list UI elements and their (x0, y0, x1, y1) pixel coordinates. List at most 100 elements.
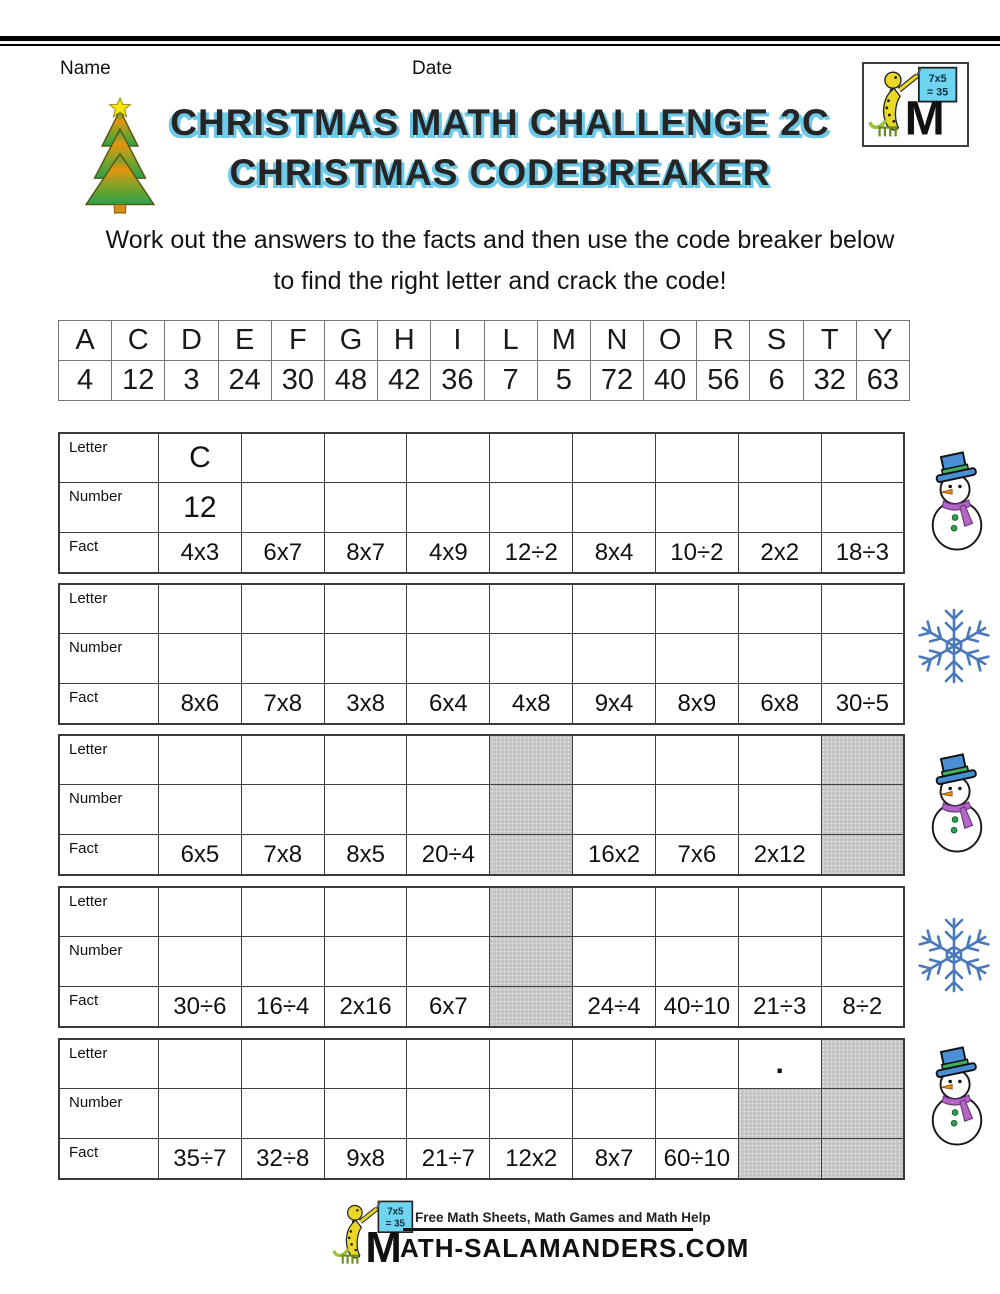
table-row: Letter (58, 886, 905, 937)
code-letter-cell: H (377, 320, 432, 361)
letter-cell (820, 734, 905, 785)
puzzle-table-5: Letter. Number Fact 35÷7 32÷8 9x8 21÷7 12x2 8x7 6… (58, 1038, 905, 1180)
letter-cell (654, 734, 739, 785)
letter-cell (240, 886, 325, 937)
number-cell (323, 633, 408, 684)
fact-cell (820, 1138, 905, 1180)
number-cell (240, 1088, 325, 1139)
code-letter-cell: G (323, 320, 379, 361)
fact-cell: 32÷8 (240, 1138, 325, 1180)
table-row: Fact 8x6 7x8 3x8 6x4 4x8 9x4 8x9 6x8 30÷5 (58, 683, 905, 725)
letter-cell (654, 886, 739, 937)
fact-cell: 8x4 (572, 532, 656, 574)
fact-cell (820, 834, 905, 876)
fact-cell: 4x3 (158, 532, 242, 574)
letter-cell (572, 1038, 656, 1089)
number-cell (489, 633, 574, 684)
fact-cell: 6x7 (240, 532, 325, 574)
letter-row-label: Letter (58, 432, 159, 483)
number-cell (406, 482, 491, 533)
table-row: Letter. (58, 1038, 905, 1089)
fact-cell: 8x5 (323, 834, 408, 876)
table-row: Fact 35÷7 32÷8 9x8 21÷7 12x2 8x7 60÷10 (58, 1138, 905, 1180)
letter-cell (572, 583, 656, 634)
number-cell (820, 784, 905, 835)
number-cell (323, 936, 408, 987)
letter-cell: C (158, 432, 242, 483)
letter-row-label: Letter (58, 734, 159, 785)
letter-cell (654, 432, 739, 483)
fact-cell: 8x6 (158, 683, 242, 725)
fact-cell: 18÷3 (820, 532, 905, 574)
code-breaker-table: A C D E F G H I L M N O R S T Y 4 12 3 24 30 48 42 36 7 5 72 40 56 6 3… (57, 320, 911, 401)
code-number-cell: 36 (430, 360, 485, 401)
number-cell (654, 936, 739, 987)
fact-cell: 7x6 (654, 834, 739, 876)
code-letter-cell: O (643, 320, 698, 361)
number-cell (737, 482, 822, 533)
letter-cell (158, 886, 242, 937)
letter-row-label: Letter (58, 583, 159, 634)
fact-row-label: Fact (58, 532, 159, 574)
snowman-icon (925, 450, 989, 552)
fact-cell: 6x4 (406, 683, 491, 725)
code-number-cell: 4 (57, 360, 113, 401)
code-number-cell: 5 (536, 360, 591, 401)
code-number-cell: 48 (323, 360, 379, 401)
table-row: Number (58, 936, 905, 987)
number-row-label: Number (58, 482, 159, 533)
code-letter-cell: S (749, 320, 804, 361)
name-label: Name (60, 58, 111, 79)
letter-row-label: Letter (58, 1038, 159, 1089)
letter-cell (820, 886, 905, 937)
letter-cell (489, 1038, 574, 1089)
number-cell (820, 1088, 905, 1139)
number-cell (323, 784, 408, 835)
letter-cell (489, 583, 574, 634)
date-label: Date (412, 58, 453, 79)
fact-cell: 2x2 (737, 532, 822, 574)
code-letter-cell: T (802, 320, 857, 361)
fact-cell: 12x2 (489, 1138, 574, 1180)
number-cell (654, 1088, 739, 1139)
number-cell (158, 936, 242, 987)
letter-cell (572, 432, 656, 483)
fact-cell: 60÷10 (654, 1138, 739, 1180)
number-cell (489, 784, 574, 835)
table-row: Number (58, 633, 905, 684)
puzzle-table-1: Letter C Number 12 Fact 4x3 6x7 8x7 4x9 12÷2 8x4 10… (58, 432, 905, 574)
fact-cell: 21÷7 (406, 1138, 491, 1180)
number-cell (654, 784, 739, 835)
footer-site-name: ATH-SALAMANDERS.COM (400, 1233, 750, 1263)
letter-cell (737, 734, 822, 785)
letter-cell (323, 886, 408, 937)
letter-cell (158, 583, 242, 634)
fact-cell: 6x8 (737, 683, 822, 725)
code-letter-cell: E (217, 320, 272, 361)
number-cell (737, 633, 822, 684)
fact-row-label: Fact (58, 986, 159, 1028)
number-cell (406, 1088, 491, 1139)
code-number-cell: 7 (483, 360, 538, 401)
letter-cell (406, 886, 491, 937)
fact-cell: 4x9 (406, 532, 491, 574)
code-number-cell: 6 (749, 360, 804, 401)
table-row: Fact 6x5 7x8 8x5 20÷4 16x2 7x6 2x12 (58, 834, 905, 876)
code-number-cell: 72 (589, 360, 645, 401)
table-row: Number (58, 784, 905, 835)
fact-cell: 9x4 (572, 683, 656, 725)
number-cell (240, 482, 325, 533)
table-row: Letter (58, 583, 905, 634)
fact-cell: 21÷3 (737, 986, 822, 1028)
code-letter-cell: L (483, 320, 538, 361)
number-cell (572, 1088, 656, 1139)
number-row-label: Number (58, 1088, 159, 1139)
number-cell (737, 1088, 822, 1139)
number-cell: 12 (158, 482, 242, 533)
table-row: Letter (58, 734, 905, 785)
number-cell (240, 633, 325, 684)
number-cell (737, 784, 822, 835)
number-cell (572, 784, 656, 835)
code-letter-cell: D (164, 320, 219, 361)
